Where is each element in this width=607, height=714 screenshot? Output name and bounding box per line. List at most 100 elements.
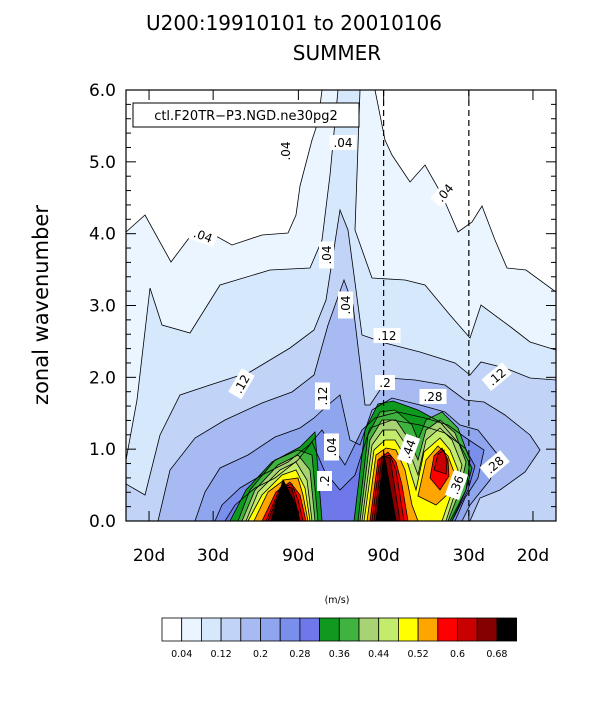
annotation-bg: [481, 362, 512, 392]
contour-annotation: .04: [338, 291, 353, 319]
contour-annotation: .2: [375, 375, 395, 390]
case-label: ctl.F20TR−P3.NGD.ne30pg2: [154, 109, 338, 124]
contour-annotation: .36: [444, 469, 469, 501]
contour-annotation: .28: [419, 389, 447, 404]
y-tick-label: 6.0: [89, 81, 116, 101]
annotation-bg: [419, 389, 447, 404]
contour-annotation: .04: [278, 137, 293, 165]
contour-annotation: .12: [373, 328, 401, 343]
y-tick-label: 3.0: [89, 297, 116, 317]
colorbar-swatch-15: [457, 617, 478, 642]
annotation-text: .12: [316, 386, 330, 405]
annotation-bg: [278, 137, 293, 165]
contour-line-14: [261, 447, 450, 521]
contour-annotation: .04: [319, 241, 334, 269]
contour-annotations: .04.04.04.04.04.04.04.12.12.12.12.2.2.28…: [187, 135, 512, 501]
contour-line-3: [126, 208, 556, 521]
annotation-bg: [315, 382, 330, 410]
annotation-bg: [317, 471, 332, 491]
colorbar-swatch-6: [279, 617, 301, 642]
y-tick-label: 0.0: [89, 512, 116, 532]
x-tick-label: 30d: [197, 546, 229, 566]
annotation-text: .04: [333, 136, 352, 150]
colorbar-swatch-9: [338, 617, 360, 642]
contour-line-2: [126, 90, 556, 521]
contour-annotation: .04: [187, 223, 219, 248]
dashed-reference-lines: [383, 90, 470, 521]
contour-annotation: .04: [329, 135, 357, 150]
contour-band-14: [262, 448, 449, 521]
contour-line-17: [270, 452, 397, 521]
contour-line-16: [267, 455, 401, 521]
colorbar-swatch-3: [220, 617, 242, 642]
units-label: (m/s): [325, 595, 350, 606]
colorbar-swatch-16: [476, 617, 498, 642]
annotation-text: .2: [318, 475, 332, 486]
colorbar-label: 0.28: [289, 649, 310, 660]
x-tick-label: 90d: [282, 546, 314, 566]
annotation-bg: [338, 291, 353, 319]
colorbar-swatch-11: [378, 617, 399, 642]
contour-annotation: .2: [317, 471, 332, 491]
annotation-bg: [479, 450, 510, 480]
annotation-bg: [319, 241, 334, 269]
annotation-bg: [324, 433, 339, 461]
annotation-bg: [375, 375, 395, 390]
annotation-text: .12: [377, 329, 396, 343]
colorbar-swatch-13: [417, 617, 439, 642]
annotation-bg: [444, 469, 469, 501]
colorbar-label: 0.52: [408, 649, 429, 660]
annotation-bg: [329, 135, 357, 150]
colorbar-swatch-17: [496, 617, 517, 642]
annotation-bg: [430, 177, 460, 208]
colorbar-label: 0.12: [211, 649, 232, 660]
colorbar-swatch-5: [260, 617, 281, 642]
annotation-text: .36: [447, 474, 467, 497]
contour-lines: [126, 90, 556, 521]
colorbar-swatch-1: [181, 617, 202, 642]
colorbar-swatch-12: [397, 617, 419, 642]
annotation-text: .44: [399, 438, 419, 461]
contour-line-15: [265, 449, 448, 521]
contour-annotation: .04: [324, 433, 339, 461]
y-tick-label: 5.0: [89, 153, 116, 173]
annotation-text: .28: [423, 390, 442, 404]
annotation-bg: [228, 368, 255, 400]
colorbar-swatch-8: [319, 617, 340, 642]
contour-line-8: [229, 400, 473, 521]
colorbar-label: 0.68: [486, 649, 507, 660]
colorbar-swatch-7: [299, 617, 320, 642]
colorbar-label: 0.2: [253, 649, 268, 660]
y-tick-label: 2.0: [89, 368, 116, 388]
annotation-text: .04: [320, 245, 334, 264]
colorbar-label: 0.6: [450, 649, 465, 660]
y-axis-label: zonal wavenumber: [29, 205, 53, 405]
case-label-box: ctl.F20TR−P3.NGD.ne30pg2: [132, 102, 360, 128]
colorbar-label: 0.44: [368, 649, 389, 660]
colorbar: 0.04 0.12 0.2 0.28 0.36 0.44 0.52 0.6 0.68: [161, 617, 517, 660]
annotation-text: .04: [339, 295, 353, 314]
colorbar-swatch-4: [240, 617, 261, 642]
axes: 0.0 1.0 2.0 3.0 4.0 5.0 6.0 20d 30d 90d 90d 30d 20d: [89, 81, 556, 566]
contour-annotation: .44: [396, 433, 421, 465]
colorbar-swatch-14: [437, 617, 458, 642]
colorbar-swatch-10: [358, 617, 380, 642]
contour-line-9: [237, 409, 471, 521]
chart-subtitle: SUMMER: [293, 41, 381, 65]
annotation-text: .04: [192, 226, 215, 246]
colorbar-label: 0.36: [329, 649, 350, 660]
contour-line-6: [214, 411, 485, 521]
x-tick-label: 90d: [367, 546, 399, 566]
annotation-bg: [396, 433, 421, 465]
contour-annotation: .12: [315, 382, 330, 410]
annotation-text: .04: [325, 437, 339, 456]
colorbar-label: 0.04: [171, 649, 192, 660]
x-tick-label: 20d: [517, 546, 549, 566]
annotation-bg: [187, 223, 219, 248]
annotation-text: .2: [379, 376, 390, 390]
annotation-bg: [373, 328, 401, 343]
colorbar-swatch-0: [161, 617, 183, 642]
chart-title: U200:19910101 to 20010106: [146, 11, 442, 35]
x-tick-label: 30d: [453, 546, 485, 566]
